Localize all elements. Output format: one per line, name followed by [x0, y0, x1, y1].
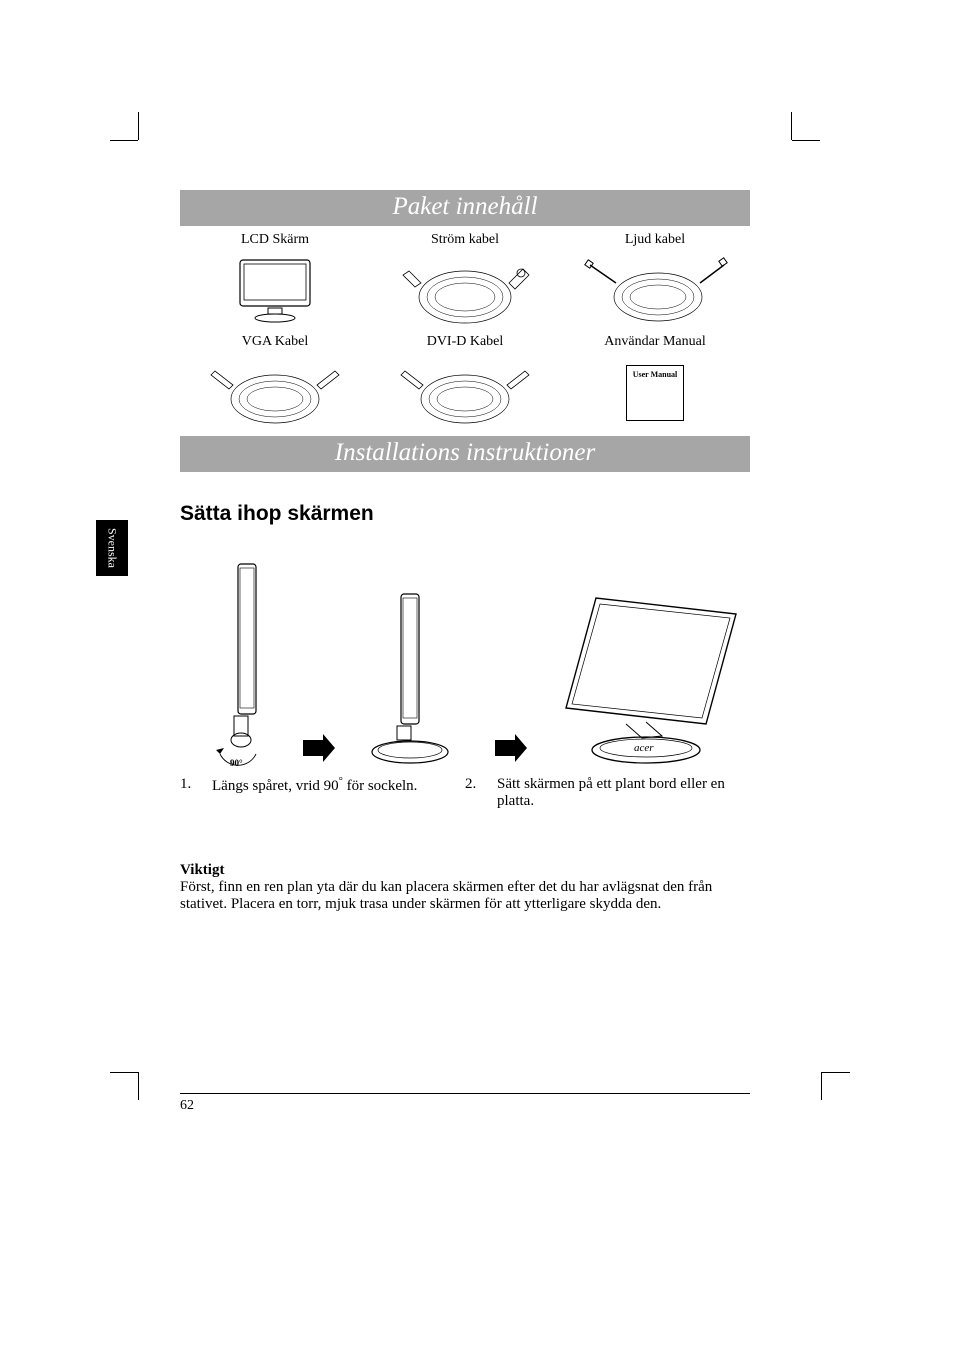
brand-label: acer — [634, 742, 654, 754]
contents-row-2: VGA Kabel DVI-D Kabel — [180, 334, 750, 432]
assembly-diagram: 90° — [180, 548, 750, 768]
assemble-monitor-heading: Sätta ihop skärmen — [180, 502, 750, 526]
important-body: Först, finn en ren plan yta där du kan p… — [180, 879, 750, 913]
step-1: 1. Längs spåret, vrid 90° för sockeln. — [180, 776, 465, 810]
item-lcd-monitor: LCD Skärm — [180, 232, 370, 330]
installation-instructions-banner: Installations instruktioner — [180, 436, 750, 472]
assembly-step3-icon: acer — [546, 578, 746, 768]
item-audio-cable: Ljud kabel — [560, 232, 750, 330]
item-label: Ljud kabel — [564, 232, 746, 248]
power-cable-icon — [374, 252, 556, 330]
important-note: Viktigt Först, finn en ren plan yta där … — [180, 862, 750, 913]
item-label: DVI-D Kabel — [374, 334, 556, 350]
item-label: Användar Manual — [564, 334, 746, 350]
vga-cable-icon — [184, 354, 366, 432]
item-power-cable: Ström kabel — [370, 232, 560, 330]
crop-mark — [791, 112, 792, 140]
manual-box-label: User Manual — [626, 365, 684, 421]
item-label: VGA Kabel — [184, 334, 366, 350]
footer-rule — [180, 1093, 750, 1094]
item-label: LCD Skärm — [184, 232, 366, 248]
page-number: 62 — [180, 1098, 750, 1114]
arrow-right-icon — [491, 728, 531, 768]
language-tab: Svenska — [96, 520, 128, 576]
crop-mark — [110, 140, 138, 141]
important-title: Viktigt — [180, 862, 750, 879]
item-user-manual: Användar Manual User Manual — [560, 334, 750, 432]
step-2: 2. Sätt skärmen på ett plant bord eller … — [465, 776, 750, 810]
crop-mark — [822, 1072, 850, 1073]
crop-mark — [138, 112, 139, 140]
angle-label: 90° — [230, 758, 243, 768]
arrow-right-icon — [299, 728, 339, 768]
assembly-step2-icon — [355, 588, 475, 768]
step-number: 1. — [180, 776, 198, 810]
language-tab-label: Svenska — [105, 528, 120, 568]
content-area: Svenska Paket innehåll LCD Skärm Ström k… — [180, 140, 750, 1114]
crop-mark — [821, 1072, 822, 1100]
step-text: Sätt skärmen på ett plant bord eller en … — [497, 776, 750, 810]
item-vga-cable: VGA Kabel — [180, 334, 370, 432]
dvid-cable-icon — [374, 354, 556, 432]
assembly-step1-icon: 90° — [184, 558, 284, 768]
user-manual-icon: User Manual — [564, 354, 746, 432]
item-label: Ström kabel — [374, 232, 556, 248]
crop-mark — [110, 1072, 138, 1073]
item-dvid-cable: DVI-D Kabel — [370, 334, 560, 432]
lcd-monitor-icon — [184, 252, 366, 330]
page-body: Svenska Paket innehåll LCD Skärm Ström k… — [138, 140, 821, 1114]
step-text: Längs spåret, vrid 90° för sockeln. — [212, 776, 417, 810]
audio-cable-icon — [564, 252, 746, 330]
contents-row-1: LCD Skärm Ström kabel — [180, 232, 750, 330]
assembly-steps: 1. Längs spåret, vrid 90° för sockeln. 2… — [180, 776, 750, 810]
package-contents-banner: Paket innehåll — [180, 190, 750, 226]
step-number: 2. — [465, 776, 483, 810]
